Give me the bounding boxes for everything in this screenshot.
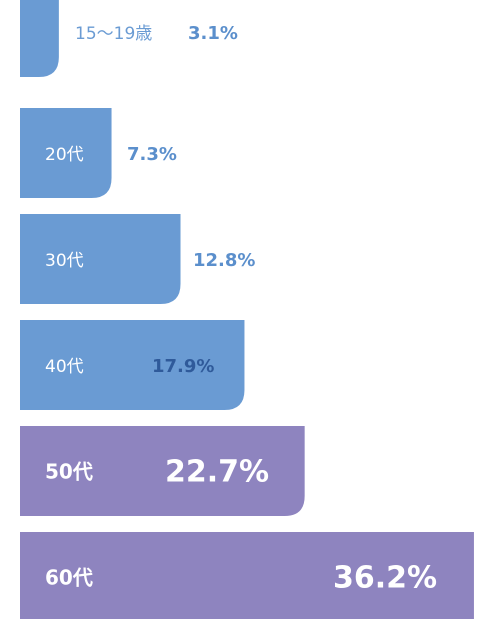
category-label: 50代 <box>45 460 93 484</box>
bar <box>20 214 181 304</box>
bar <box>20 426 305 516</box>
bar <box>20 0 59 77</box>
category-label: 15〜19歳 <box>75 24 152 44</box>
bar <box>20 320 245 410</box>
value-label: 3.1% <box>188 23 238 44</box>
value-label: 36.2% <box>333 561 437 596</box>
value-label: 17.9% <box>152 356 214 377</box>
value-label: 22.7% <box>165 455 269 490</box>
category-label: 20代 <box>45 145 84 165</box>
category-label: 40代 <box>45 357 84 377</box>
value-label: 12.8% <box>193 250 255 271</box>
category-label: 60代 <box>45 566 93 590</box>
bar <box>20 532 474 619</box>
bar <box>20 108 112 198</box>
category-label: 30代 <box>45 251 84 271</box>
value-label: 7.3% <box>127 144 177 165</box>
